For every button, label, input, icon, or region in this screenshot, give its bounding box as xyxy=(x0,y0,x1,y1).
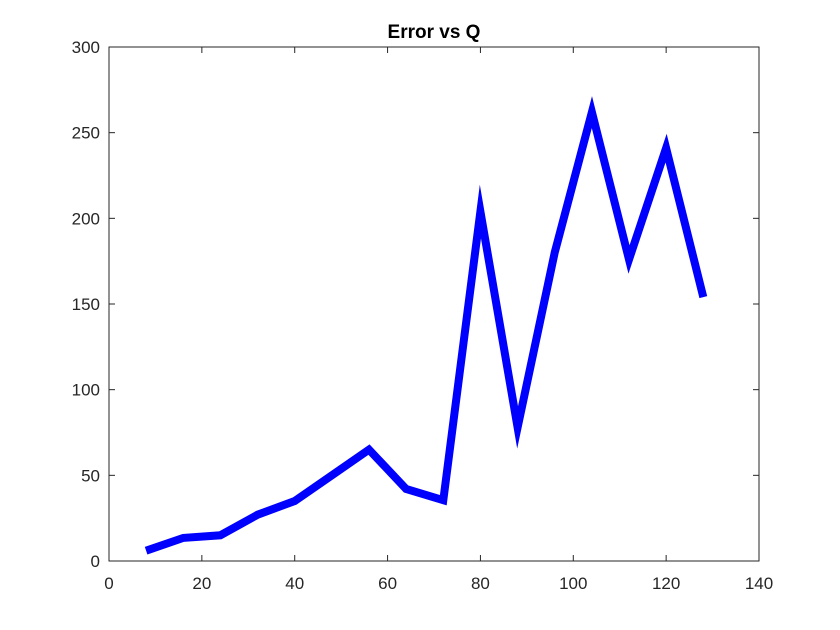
y-axis-ticks: 0 50 100 150 200 250 300 xyxy=(72,38,759,571)
y-tick-label: 100 xyxy=(72,381,100,400)
y-tick-label: 300 xyxy=(72,38,100,57)
x-tick-label: 120 xyxy=(652,574,680,593)
x-tick-label: 40 xyxy=(285,574,304,593)
series-layer xyxy=(144,96,708,555)
x-tick-label: 60 xyxy=(378,574,397,593)
x-tick-label: 0 xyxy=(104,574,113,593)
x-axis-ticks: 0 20 40 60 80 100 120 140 xyxy=(104,47,773,593)
x-tick-label: 140 xyxy=(745,574,773,593)
plot-area xyxy=(109,47,759,561)
y-tick-label: 150 xyxy=(72,295,100,314)
y-tick-label: 250 xyxy=(72,124,100,143)
x-tick-label: 100 xyxy=(559,574,587,593)
y-tick-label: 0 xyxy=(91,552,100,571)
x-tick-label: 20 xyxy=(192,574,211,593)
series-line xyxy=(144,96,708,555)
x-tick-label: 80 xyxy=(471,574,490,593)
y-tick-label: 200 xyxy=(72,209,100,228)
plot-frame xyxy=(108,46,760,562)
chart-title: Error vs Q xyxy=(388,22,481,43)
y-tick-label: 50 xyxy=(81,466,100,485)
